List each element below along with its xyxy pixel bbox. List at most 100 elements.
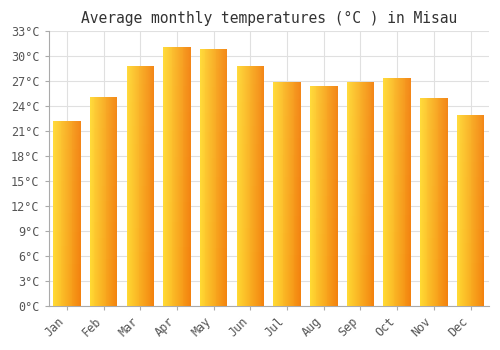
Bar (457, 148, 484, 153)
Bar (310, 256, 338, 262)
Bar (143, 66, 144, 306)
Bar (200, 164, 228, 171)
Bar (114, 97, 116, 306)
Bar (346, 211, 374, 216)
Bar (384, 129, 411, 135)
Bar (420, 129, 448, 134)
Bar (236, 216, 264, 222)
Bar (68, 121, 69, 306)
Bar (236, 198, 264, 204)
Bar (200, 248, 228, 254)
Bar (236, 132, 264, 138)
Bar (134, 66, 135, 306)
Bar (286, 82, 287, 306)
Bar (53, 214, 80, 218)
Bar (310, 245, 338, 251)
Bar (312, 86, 313, 306)
Bar (236, 114, 264, 120)
Bar (384, 186, 411, 192)
Bar (420, 290, 448, 295)
Bar (310, 103, 338, 108)
Bar (300, 82, 301, 306)
Bar (90, 181, 118, 186)
Bar (126, 246, 154, 252)
Bar (248, 66, 250, 306)
Bar (200, 158, 228, 164)
Bar (384, 112, 411, 118)
Bar (346, 294, 374, 300)
Bar (424, 98, 426, 306)
Bar (236, 228, 264, 234)
Bar (310, 180, 338, 185)
Bar (236, 144, 264, 150)
Bar (108, 97, 109, 306)
Bar (53, 131, 80, 135)
Bar (310, 278, 338, 284)
Bar (384, 203, 411, 209)
Bar (384, 152, 411, 158)
Bar (200, 119, 228, 126)
Bar (258, 66, 260, 306)
Bar (310, 168, 338, 174)
Bar (457, 291, 484, 296)
Bar (346, 149, 374, 155)
Bar (399, 78, 400, 306)
Bar (464, 114, 465, 306)
Bar (90, 300, 118, 306)
Bar (384, 260, 411, 266)
Bar (236, 138, 264, 144)
Bar (441, 98, 442, 306)
Bar (346, 155, 374, 160)
Bar (384, 197, 411, 203)
Bar (274, 244, 301, 250)
Bar (90, 134, 118, 139)
Bar (457, 258, 484, 262)
Bar (408, 78, 409, 306)
Bar (467, 114, 468, 306)
Bar (200, 229, 228, 235)
Bar (420, 217, 448, 223)
Bar (420, 238, 448, 243)
Bar (420, 108, 448, 113)
Bar (126, 114, 154, 120)
Bar (164, 209, 191, 215)
Bar (126, 132, 154, 138)
Bar (420, 243, 448, 248)
Bar (477, 114, 478, 306)
Bar (274, 155, 301, 160)
Bar (76, 121, 77, 306)
Bar (164, 267, 191, 273)
Bar (457, 210, 484, 215)
Bar (236, 120, 264, 126)
Bar (420, 274, 448, 280)
Bar (310, 240, 338, 245)
Bar (409, 78, 410, 306)
Bar (346, 160, 374, 166)
Bar (126, 168, 154, 174)
Bar (126, 102, 154, 108)
Bar (147, 66, 148, 306)
Bar (457, 272, 484, 277)
Bar (65, 121, 66, 306)
Bar (53, 163, 80, 167)
Bar (112, 97, 113, 306)
Bar (126, 144, 154, 150)
Bar (310, 196, 338, 201)
Bar (287, 82, 288, 306)
Bar (390, 78, 392, 306)
Bar (53, 149, 80, 153)
Bar (236, 150, 264, 156)
Bar (420, 124, 448, 129)
Bar (346, 82, 374, 88)
Bar (420, 254, 448, 259)
Bar (200, 88, 228, 94)
Bar (420, 264, 448, 269)
Bar (457, 114, 458, 306)
Bar (90, 243, 118, 248)
Bar (274, 121, 301, 127)
Bar (276, 82, 277, 306)
Bar (355, 82, 356, 306)
Bar (57, 121, 58, 306)
Bar (53, 121, 80, 126)
Bar (223, 49, 224, 306)
